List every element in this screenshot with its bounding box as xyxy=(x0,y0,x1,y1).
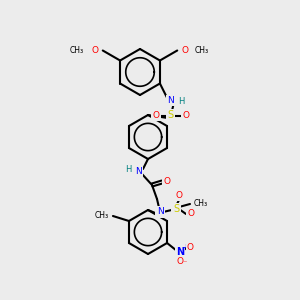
Text: CH₃: CH₃ xyxy=(95,212,109,220)
Text: N: N xyxy=(135,167,141,176)
Text: +: + xyxy=(182,242,188,251)
Text: N: N xyxy=(176,247,184,257)
Text: O: O xyxy=(152,111,159,120)
Text: O: O xyxy=(177,256,184,266)
Text: O: O xyxy=(182,46,189,55)
Text: O: O xyxy=(91,46,98,55)
Text: N: N xyxy=(167,96,174,105)
Text: O: O xyxy=(164,178,170,187)
Text: H: H xyxy=(124,166,131,175)
Text: S: S xyxy=(168,110,174,121)
Text: O: O xyxy=(188,209,194,218)
Text: CH₃: CH₃ xyxy=(70,46,84,55)
Text: H: H xyxy=(178,97,184,106)
Text: N: N xyxy=(157,208,164,217)
Text: O: O xyxy=(187,242,194,251)
Text: CH₃: CH₃ xyxy=(194,200,208,208)
Text: O: O xyxy=(176,190,182,200)
Text: S: S xyxy=(173,204,179,214)
Text: ⁻: ⁻ xyxy=(183,259,187,268)
Text: O: O xyxy=(182,111,189,120)
Text: CH₃: CH₃ xyxy=(194,46,208,55)
